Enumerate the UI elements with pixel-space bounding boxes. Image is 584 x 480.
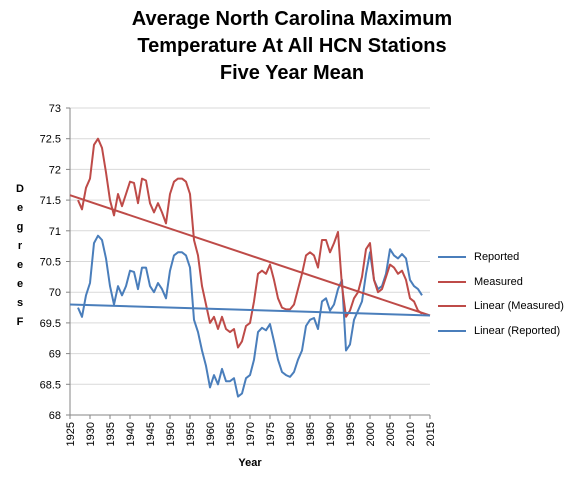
- x-axis-label: Year: [238, 457, 262, 469]
- y-axis-label-text: Degrees F: [16, 183, 24, 328]
- chart-title-line-2: Temperature At All HCN Stations: [137, 35, 447, 57]
- y-tick-label: 71: [49, 226, 61, 238]
- x-tick-label: 2010: [405, 422, 417, 446]
- legend-swatch-linear-reported: [438, 329, 466, 332]
- y-tick-label: 68.5: [40, 379, 61, 391]
- x-tick-label: 1970: [245, 422, 257, 446]
- y-axis-label: Degrees F: [10, 180, 30, 332]
- y-tick-label: 73: [49, 103, 61, 115]
- x-tick-label: 2005: [385, 422, 397, 446]
- legend-item-linear-measured: Linear (Measured): [438, 294, 564, 319]
- y-tick-label: 69: [49, 349, 61, 361]
- chart-title-line-3: Five Year Mean: [219, 62, 365, 84]
- x-tick-label: 1950: [165, 422, 177, 446]
- x-tick-label: 1975: [265, 422, 277, 446]
- chart-title-line-1: Average North Carolina Maximum: [131, 8, 453, 30]
- legend: Reported Measured Linear (Measured) Line…: [438, 245, 564, 343]
- chart-title: Average North Carolina Maximum Temperatu…: [0, 6, 584, 87]
- y-tick-label: 68: [49, 410, 61, 422]
- x-tick-label: 1965: [225, 422, 237, 446]
- legend-item-measured: Measured: [438, 270, 564, 295]
- linear-measured-trendline: [69, 194, 431, 317]
- y-tick-label: 70.5: [40, 257, 61, 269]
- legend-label-measured: Measured: [474, 275, 523, 288]
- x-tick-label: 1985: [305, 422, 317, 446]
- y-tick-label: 72.5: [40, 134, 61, 146]
- y-tick-label: 71.5: [40, 195, 61, 207]
- x-tick-label: 1960: [205, 422, 217, 446]
- x-tick-label: 1980: [285, 422, 297, 446]
- legend-item-reported: Reported: [438, 245, 564, 270]
- x-tick-label: 1925: [65, 422, 77, 446]
- y-tick-label: 72: [49, 164, 61, 176]
- legend-label-linear-reported: Linear (Reported): [474, 324, 561, 337]
- measured-line: [77, 137, 423, 349]
- y-tick-label: 70: [49, 287, 61, 299]
- legend-swatch-linear-measured: [438, 305, 466, 308]
- legend-swatch-reported: [438, 256, 466, 259]
- x-tick-label: 1945: [145, 422, 157, 446]
- x-tick-label: 2015: [425, 422, 437, 446]
- legend-swatch-measured: [438, 280, 466, 283]
- y-tick-label: 69.5: [40, 318, 61, 330]
- x-tick-label: 1995: [345, 422, 357, 446]
- x-tick-label: 1940: [125, 422, 137, 446]
- x-tick-label: 2000: [365, 422, 377, 446]
- legend-label-reported: Reported: [474, 251, 520, 264]
- x-tick-label: 1930: [85, 422, 97, 446]
- x-tick-label: 1935: [105, 422, 117, 446]
- linear-reported-trendline: [69, 303, 431, 317]
- x-tick-label: 1955: [185, 422, 197, 446]
- reported-line: [77, 234, 423, 398]
- x-tick-label: 1990: [325, 422, 337, 446]
- legend-label-linear-measured: Linear (Measured): [474, 300, 564, 313]
- legend-item-linear-reported: Linear (Reported): [438, 319, 564, 344]
